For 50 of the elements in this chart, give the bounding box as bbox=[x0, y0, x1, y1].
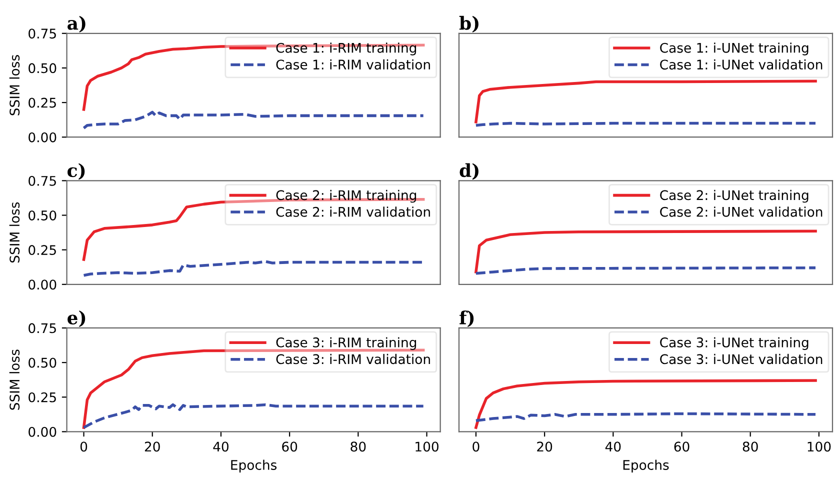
line-series bbox=[82, 403, 425, 429]
legend-label: Case 1: i-RIM training bbox=[276, 42, 416, 56]
y-tick-label: 0.75 bbox=[28, 323, 56, 334]
legend-label: Case 3: i-RIM validation bbox=[276, 354, 430, 364]
x-tick-label: 20 bbox=[537, 442, 552, 452]
x-tick-label: 60 bbox=[674, 442, 690, 452]
line-series bbox=[82, 260, 425, 277]
legend-label: Case 2: i-RIM training bbox=[276, 190, 416, 203]
chart-title: c) bbox=[68, 163, 85, 180]
y-tick-label: 0.25 bbox=[28, 98, 56, 108]
x-tick-label: 0 bbox=[80, 442, 88, 452]
x-tick-label: 60 bbox=[282, 442, 298, 452]
y-tick-label: 0.75 bbox=[28, 176, 56, 186]
x-tick-label: 80 bbox=[350, 442, 366, 452]
y-tick-label: 0.00 bbox=[28, 280, 56, 290]
y-tick-label: 0.50 bbox=[28, 210, 56, 220]
chart-title: a) bbox=[68, 16, 86, 32]
x-axis-title: Epochs bbox=[623, 460, 669, 472]
legend-label: Case 3: i-RIM training bbox=[276, 337, 416, 350]
legend-label: Case 1: i-UNet training bbox=[660, 42, 808, 56]
y-tick-label: 0.25 bbox=[28, 245, 56, 256]
line-series bbox=[82, 110, 425, 130]
y-tick-label: 0.50 bbox=[28, 358, 56, 368]
y-tick-label: 0.75 bbox=[28, 28, 56, 39]
y-tick-label: 0.00 bbox=[28, 426, 56, 437]
legend-label: Case 2: i-UNet training bbox=[660, 190, 808, 203]
chart-title: f) bbox=[460, 310, 474, 328]
x-tick-label: 40 bbox=[213, 442, 228, 452]
x-tick-label: 100 bbox=[416, 442, 438, 452]
x-tick-label: 80 bbox=[742, 442, 758, 452]
chart-title: b) bbox=[459, 16, 478, 32]
chart-title: e) bbox=[68, 310, 86, 328]
legend-label: Case 2: i-RIM validation bbox=[276, 206, 430, 217]
x-tick-label: 100 bbox=[808, 442, 831, 452]
legend-label: Case 1: i-UNet validation bbox=[660, 59, 822, 70]
y-tick-label: 0.25 bbox=[28, 392, 56, 402]
y-tick-label: 0.50 bbox=[28, 63, 56, 74]
x-tick-label: 0 bbox=[472, 442, 480, 452]
x-tick-label: 40 bbox=[605, 442, 621, 452]
x-axis-title: Epochs bbox=[231, 460, 277, 472]
y-tick-label: 0.00 bbox=[28, 132, 56, 142]
chart-title: d) bbox=[460, 163, 478, 180]
y-axis-title: SSIM loss bbox=[9, 55, 20, 116]
legend-label: Case 2: i-UNet validation bbox=[660, 206, 822, 217]
legend-label: Case 3: i-UNet validation bbox=[660, 354, 822, 364]
x-tick-label: 20 bbox=[144, 442, 160, 452]
legend-label: Case 3: i-UNet training bbox=[660, 337, 808, 350]
legend-label: Case 1: i-RIM validation bbox=[276, 59, 430, 70]
y-axis-title: SSIM loss bbox=[9, 202, 20, 263]
y-axis-title: SSIM loss bbox=[9, 350, 20, 410]
